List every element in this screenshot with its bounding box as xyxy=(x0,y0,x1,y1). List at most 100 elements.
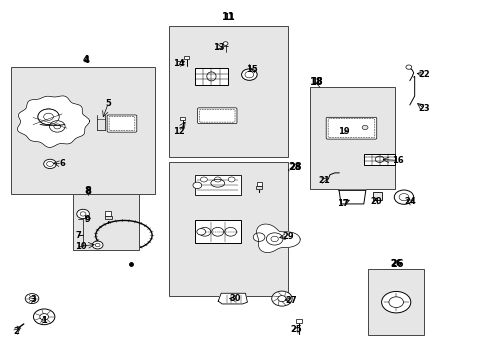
Circle shape xyxy=(33,309,55,325)
Text: 12: 12 xyxy=(173,127,184,136)
Text: 8: 8 xyxy=(85,187,91,196)
Text: 19: 19 xyxy=(338,127,349,136)
Circle shape xyxy=(271,291,291,306)
Circle shape xyxy=(388,297,403,307)
Circle shape xyxy=(80,212,86,216)
Circle shape xyxy=(43,113,53,120)
Bar xyxy=(105,211,111,216)
Text: 30: 30 xyxy=(228,294,240,303)
Text: 13: 13 xyxy=(212,42,224,51)
Circle shape xyxy=(49,121,65,132)
Text: 15: 15 xyxy=(246,65,258,74)
Circle shape xyxy=(38,109,59,125)
Bar xyxy=(11,67,154,194)
Bar xyxy=(309,87,394,189)
Circle shape xyxy=(224,228,236,236)
Text: 25: 25 xyxy=(290,325,302,334)
Circle shape xyxy=(228,177,235,182)
Polygon shape xyxy=(218,293,247,304)
Circle shape xyxy=(214,177,221,182)
Text: 2: 2 xyxy=(13,327,19,336)
Circle shape xyxy=(199,228,210,236)
Circle shape xyxy=(95,243,100,247)
Text: 3: 3 xyxy=(30,295,36,304)
Circle shape xyxy=(193,182,201,189)
FancyBboxPatch shape xyxy=(109,116,135,131)
Circle shape xyxy=(381,292,410,313)
Circle shape xyxy=(405,65,411,69)
Circle shape xyxy=(244,71,253,78)
Text: 21: 21 xyxy=(317,176,329,185)
Text: 4: 4 xyxy=(83,56,89,65)
Polygon shape xyxy=(338,190,365,204)
Circle shape xyxy=(398,194,408,201)
FancyBboxPatch shape xyxy=(199,109,235,122)
Text: 16: 16 xyxy=(391,156,403,165)
Bar xyxy=(368,269,424,336)
Bar xyxy=(169,26,287,157)
Circle shape xyxy=(92,241,103,249)
FancyBboxPatch shape xyxy=(197,108,237,123)
Bar xyxy=(194,220,241,243)
Text: 26: 26 xyxy=(390,260,402,269)
Text: 6: 6 xyxy=(59,159,65,168)
Text: 1: 1 xyxy=(41,315,46,324)
Text: 18: 18 xyxy=(310,77,322,86)
Circle shape xyxy=(253,233,264,242)
Circle shape xyxy=(25,294,39,303)
FancyBboxPatch shape xyxy=(325,117,376,139)
Circle shape xyxy=(270,236,278,242)
Bar xyxy=(73,194,139,249)
Bar xyxy=(256,181,261,186)
Text: 24: 24 xyxy=(403,197,415,206)
Text: 9: 9 xyxy=(85,215,91,224)
Polygon shape xyxy=(256,224,300,253)
Bar xyxy=(169,162,287,296)
Text: 22: 22 xyxy=(418,70,429,79)
Text: 29: 29 xyxy=(282,232,293,241)
Text: 7: 7 xyxy=(75,231,81,240)
Circle shape xyxy=(200,177,207,182)
Text: 5: 5 xyxy=(105,99,111,108)
Circle shape xyxy=(266,233,283,245)
Circle shape xyxy=(43,159,56,168)
Bar xyxy=(363,154,395,165)
Bar xyxy=(195,68,227,85)
Text: 11: 11 xyxy=(222,13,235,22)
Bar xyxy=(194,175,241,195)
Bar xyxy=(295,319,301,323)
Text: 18: 18 xyxy=(309,77,323,87)
Text: 14: 14 xyxy=(173,59,185,68)
Circle shape xyxy=(46,161,53,166)
Bar xyxy=(256,186,262,189)
Text: 26: 26 xyxy=(389,259,403,269)
Text: 23: 23 xyxy=(418,104,429,113)
Text: 4: 4 xyxy=(83,55,90,65)
Text: 8: 8 xyxy=(84,186,91,197)
Circle shape xyxy=(241,69,257,80)
Bar xyxy=(372,192,381,200)
Circle shape xyxy=(29,296,35,301)
Text: 11: 11 xyxy=(223,13,234,22)
Circle shape xyxy=(197,229,205,235)
Circle shape xyxy=(277,296,285,302)
Circle shape xyxy=(40,314,48,320)
Text: 27: 27 xyxy=(285,296,296,305)
Polygon shape xyxy=(18,96,89,148)
FancyBboxPatch shape xyxy=(107,115,137,132)
Circle shape xyxy=(362,125,367,130)
Text: 10: 10 xyxy=(75,242,86,251)
Text: 20: 20 xyxy=(369,197,381,206)
Text: 28: 28 xyxy=(289,163,301,172)
Bar xyxy=(184,56,189,59)
Bar xyxy=(180,117,185,120)
FancyBboxPatch shape xyxy=(327,119,374,138)
Circle shape xyxy=(54,124,61,129)
Circle shape xyxy=(211,228,223,236)
Circle shape xyxy=(77,209,89,219)
Text: 17: 17 xyxy=(337,199,348,208)
Bar xyxy=(105,216,112,219)
Circle shape xyxy=(393,190,413,204)
Circle shape xyxy=(223,42,227,45)
Text: 28: 28 xyxy=(288,162,302,172)
